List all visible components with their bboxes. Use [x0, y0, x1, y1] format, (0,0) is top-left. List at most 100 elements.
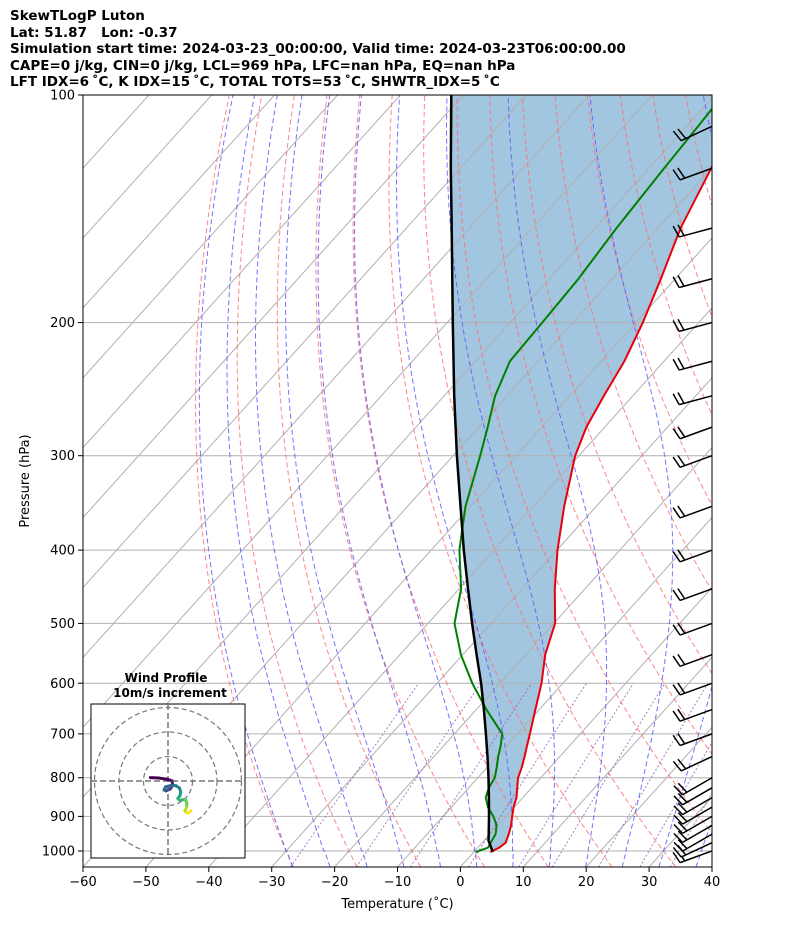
y-tick-label: 500	[50, 617, 75, 632]
isotherm-line	[83, 95, 213, 239]
isotherm-line	[83, 95, 275, 309]
barb-feather	[677, 682, 686, 694]
dry-adiabat-line	[195, 95, 294, 867]
wind-barb	[673, 815, 713, 835]
barb-feather	[677, 505, 686, 517]
barb-feather	[672, 130, 682, 142]
figure-header: SkewTLogP Luton Lat: 51.87 Lon: -0.37 Si…	[10, 8, 626, 91]
y-axis-title: Pressure (hPa)	[18, 434, 33, 527]
barb-feather	[672, 846, 682, 858]
wind-barb	[672, 708, 713, 722]
barb-staff	[682, 833, 713, 852]
dry-adiabat-line	[388, 95, 613, 867]
dry-adiabat-line	[456, 95, 712, 834]
x-tick-label: 20	[578, 875, 595, 890]
barb-feather	[677, 821, 688, 832]
barb-staff	[679, 426, 713, 440]
moist-adiabat-line	[317, 95, 441, 867]
stability-indices-1: CAPE=0 j/kg, CIN=0 j/kg, LCL=969 hPa, LF…	[10, 57, 516, 74]
barb-staff	[682, 796, 713, 816]
barb-staff	[678, 360, 713, 371]
barb-feather	[677, 830, 688, 841]
barb-feather	[677, 708, 686, 720]
isotherm-line	[460, 586, 712, 867]
barb-feather	[673, 795, 684, 806]
hodograph-trace-segment	[187, 809, 193, 815]
barb-staff	[678, 321, 713, 333]
barb-staff	[682, 787, 713, 806]
hodograph-title: Wind Profile	[125, 671, 208, 685]
wind-barb	[673, 796, 713, 816]
barb-staff	[679, 454, 713, 469]
wind-barb	[672, 167, 713, 181]
isotherm-line	[83, 95, 401, 449]
barb-feather	[677, 128, 687, 140]
isotherm-line	[83, 95, 527, 589]
barb-staff	[682, 806, 713, 825]
y-tick-label: 1000	[42, 844, 75, 859]
hodograph-subtitle: 10m/s increment	[113, 686, 227, 700]
barb-feather	[677, 392, 685, 404]
parcel-shaded-area	[450, 95, 712, 852]
mixing-ratio-line	[597, 683, 709, 867]
barb-staff	[678, 395, 713, 406]
barb-feather	[677, 733, 686, 745]
thermo-grid	[83, 95, 794, 867]
barb-staff	[679, 682, 713, 696]
barb-feather	[677, 549, 686, 561]
x-tick-label: −40	[195, 875, 222, 890]
barb-feather	[672, 760, 682, 772]
mixing-ratio-line	[551, 683, 666, 867]
isotherm-line	[585, 726, 712, 867]
barb-staff	[679, 549, 713, 563]
barb-feather	[673, 785, 684, 796]
barb-staff	[679, 622, 713, 636]
barb-feather	[673, 805, 684, 816]
barb-feather	[672, 358, 680, 371]
barb-staff	[679, 733, 713, 747]
moist-adiabat-line	[353, 95, 478, 867]
barb-staff	[682, 777, 713, 796]
barb-staff	[679, 167, 713, 181]
wind-barb	[672, 125, 713, 142]
dry-adiabat-line	[315, 95, 485, 867]
moist-adiabat-line	[226, 95, 331, 867]
x-tick-label: −30	[258, 875, 285, 890]
wind-barbs	[672, 125, 713, 864]
wind-barb	[672, 588, 713, 602]
barb-feather	[672, 655, 681, 667]
x-tick-label: 0	[456, 875, 464, 890]
barb-staff	[678, 227, 713, 238]
temperature-line	[489, 164, 712, 853]
wind-barb	[672, 426, 713, 440]
barb-feather	[672, 710, 681, 722]
barb-feather	[672, 169, 681, 181]
barb-staff	[679, 505, 713, 519]
moist-adiabat-line	[445, 95, 556, 867]
barb-staff	[682, 815, 713, 835]
barb-feather	[677, 588, 686, 600]
wind-barb	[673, 777, 713, 796]
stability-indices-2: LFT IDX=6 ˚C, K IDX=15 ˚C, TOTAL TOTS=53…	[10, 74, 500, 90]
barb-feather	[672, 624, 681, 636]
isotherm-line	[334, 446, 712, 867]
dry-adiabat-line	[423, 95, 677, 867]
dry-adiabat-line	[718, 95, 794, 867]
barb-feather	[677, 224, 685, 236]
barb-staff	[679, 588, 713, 602]
station-coords: Lat: 51.87 Lon: -0.37	[10, 24, 178, 41]
wind-barb	[672, 622, 713, 636]
barb-feather	[672, 734, 681, 746]
profile-lines	[449, 95, 712, 853]
wind-barb	[672, 549, 713, 563]
y-tick-label: 600	[50, 677, 75, 692]
wind-barb	[673, 833, 713, 852]
isotherm-line	[711, 866, 712, 867]
hodograph-plot	[91, 704, 245, 858]
wind-barb	[672, 224, 713, 238]
y-tick-label: 300	[50, 449, 75, 464]
wind-barb	[672, 275, 713, 289]
barb-feather	[677, 275, 685, 287]
